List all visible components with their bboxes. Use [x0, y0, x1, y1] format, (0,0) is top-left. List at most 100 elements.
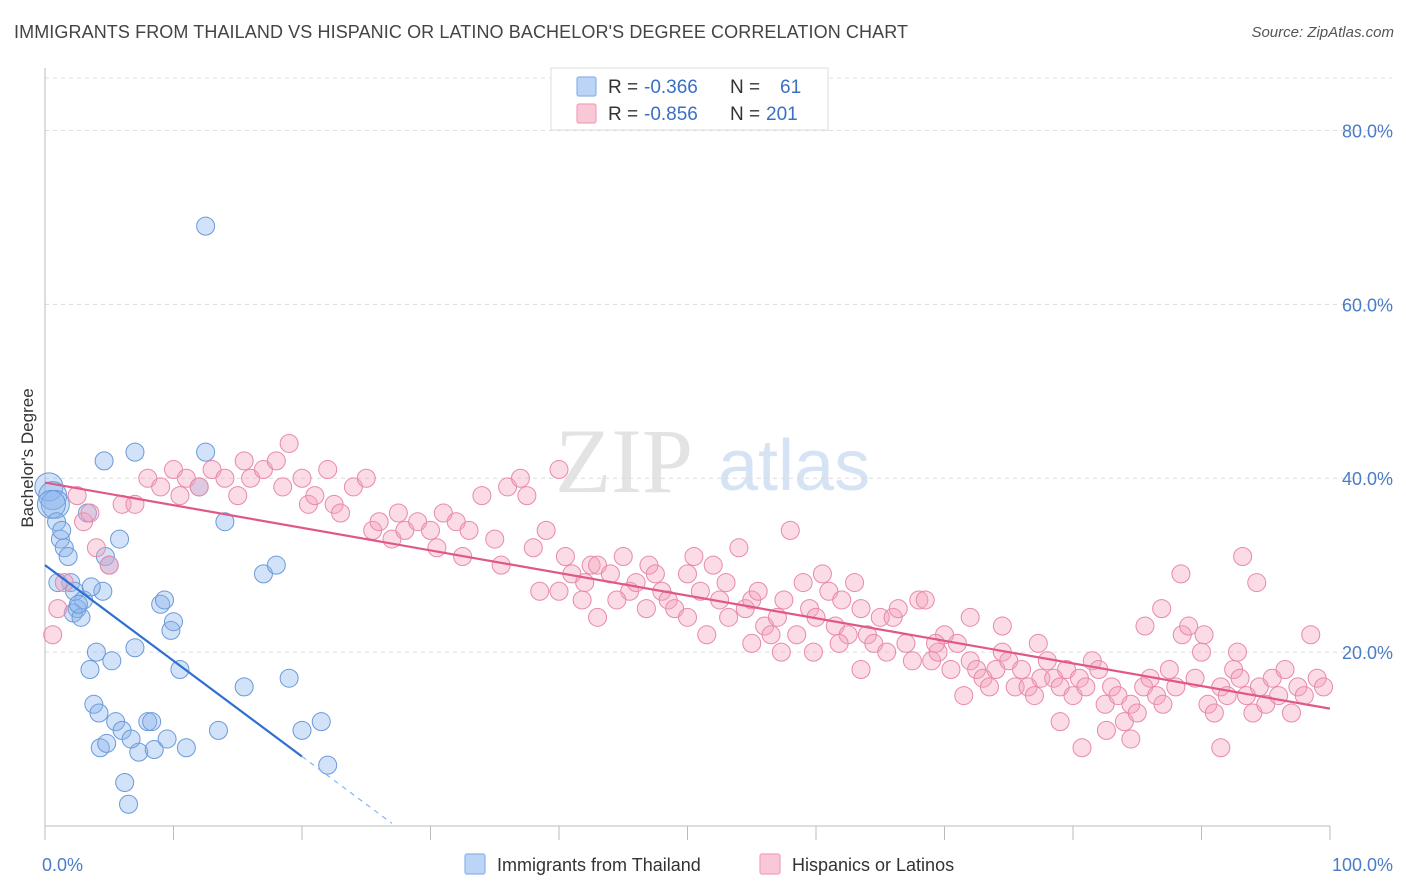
legend-swatch-hispanic [576, 103, 597, 124]
hispanic-point-191 [636, 599, 656, 619]
hispanic-point-13 [170, 486, 190, 506]
hispanic-point-99 [883, 607, 903, 627]
hispanic-point-80 [761, 625, 781, 645]
legend-n-value-thailand: 61 [780, 77, 801, 98]
thailand-point-42 [176, 738, 196, 758]
thailand-point-41 [170, 660, 190, 680]
thailand-point-52 [292, 720, 312, 740]
hispanic-point-167 [1233, 546, 1253, 566]
thailand-point-53 [311, 712, 331, 732]
bottom-legend-swatch-hispanic [759, 853, 781, 875]
legend-swatch-thailand [576, 76, 597, 97]
axes [44, 68, 1331, 840]
thailand-point-20 [89, 703, 109, 723]
thailand-point-60 [52, 520, 72, 540]
y-tick-label-60: 60.0% [1342, 295, 1393, 315]
hispanic-point-65 [645, 564, 665, 584]
hispanic-point-140 [1153, 694, 1173, 714]
hispanic-point-7 [99, 555, 119, 575]
thailand-point-25 [97, 733, 117, 753]
hispanic-point-78 [748, 581, 768, 601]
thailand-point-21 [93, 581, 113, 601]
thailand-point-32 [115, 773, 135, 793]
hispanic-point-22 [266, 451, 286, 471]
thailand-point-30 [94, 451, 114, 471]
hispanic-point-168 [1171, 564, 1191, 584]
hispanic-point-158 [1269, 686, 1289, 706]
hispanic-point-54 [549, 460, 569, 480]
hispanic-point-52 [530, 581, 550, 601]
hispanic-trend-line [44, 481, 1331, 710]
hispanic-point-75 [729, 538, 749, 558]
hispanic-point-40 [427, 538, 447, 558]
hispanic-point-107 [941, 660, 961, 680]
hispanic-point-1 [48, 599, 68, 619]
hispanic-point-19 [234, 451, 254, 471]
hispanic-point-171 [1072, 738, 1092, 758]
hispanic-point-6 [86, 538, 106, 558]
legend-n-value-hispanic: 201 [766, 104, 798, 125]
bottom-legend-label-hispanic: Hispanics or Latinos [792, 855, 954, 875]
hispanic-point-185 [803, 642, 823, 662]
hispanic-point-47 [491, 555, 511, 575]
y-tick-label-20: 20.0% [1342, 643, 1393, 663]
hispanic-point-195 [549, 581, 569, 601]
legend-n-label-thailand: N = [730, 77, 760, 98]
hispanic-point-93 [845, 573, 865, 593]
hispanic-point-103 [915, 590, 935, 610]
hispanic-point-2 [54, 573, 74, 593]
hispanic-point-100 [896, 633, 916, 653]
thailand-point-46 [208, 720, 228, 740]
thailand-point-51 [279, 668, 299, 688]
hispanic-point-74 [716, 573, 736, 593]
chart-title: IMMIGRANTS FROM THAILAND VS HISPANIC OR … [14, 22, 909, 42]
thailand-point-55 [196, 216, 216, 236]
hispanic-point-180 [1028, 633, 1048, 653]
hispanic-point-183 [851, 660, 871, 680]
thailand-point-40 [164, 612, 183, 632]
x-tick-label-0: 0.0% [42, 855, 83, 875]
thailand-point-50 [266, 555, 286, 575]
hispanic-point-163 [1301, 625, 1321, 645]
hispanic-point-146 [1192, 642, 1211, 662]
hispanic-point-53 [536, 520, 556, 540]
hispanic-point-173 [1194, 625, 1214, 645]
hispanic-point-120 [1024, 686, 1044, 706]
hispanic-point-83 [780, 520, 800, 540]
hispanic-point-45 [472, 486, 492, 506]
hispanic-point-25 [292, 468, 312, 488]
hispanic-point-91 [832, 590, 852, 610]
hispanic-point-174 [1211, 738, 1231, 758]
hispanic-point-189 [697, 625, 717, 645]
hispanic-point-3 [67, 486, 87, 506]
thailand-point-36 [144, 739, 164, 759]
thailand-point-56 [155, 590, 175, 610]
thailand-point-3 [36, 489, 66, 519]
thailand-point-47 [215, 512, 235, 532]
legend-box: R = -0.366 N = 61 R = -0.856 N = 201 [550, 67, 829, 131]
thailand-point-45 [196, 442, 216, 462]
hispanic-point-15 [189, 477, 209, 497]
legend-n-label-hispanic: N = [730, 104, 760, 125]
bottom-legend: Immigrants from Thailand Hispanics or La… [464, 853, 954, 875]
thailand-point-38 [157, 729, 177, 749]
hispanic-point-28 [318, 460, 338, 480]
x-tick-label-100: 100.0% [1332, 855, 1393, 875]
thailand-point-57 [121, 729, 141, 749]
watermark-zip: ZIP [555, 410, 693, 512]
hispanic-point-85 [793, 573, 813, 593]
thailand-point-19 [86, 642, 106, 662]
trend-lines [44, 481, 1331, 824]
hispanic-point-70 [684, 546, 704, 566]
hispanic-point-88 [812, 564, 832, 584]
bottom-legend-label-thailand: Immigrants from Thailand [497, 855, 701, 875]
hispanic-point-82 [774, 590, 794, 610]
hispanic-point-175 [1227, 642, 1247, 662]
hispanic-point-84 [787, 625, 807, 645]
hispanic-point-18 [228, 486, 248, 506]
legend-r-value-thailand: -0.366 [644, 77, 698, 98]
watermark: ZIP atlas [555, 410, 870, 512]
hispanic-point-49 [510, 468, 530, 488]
thailand-point-18 [84, 694, 104, 714]
